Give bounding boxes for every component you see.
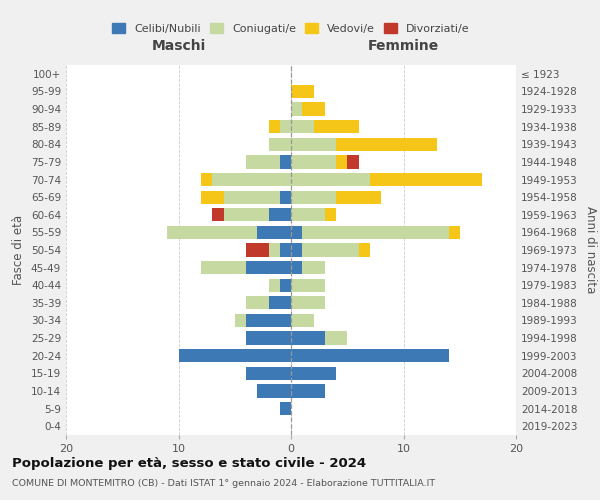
Bar	[257, 226, 291, 239]
Bar	[269, 278, 280, 292]
Bar	[246, 156, 280, 168]
Bar	[269, 120, 280, 134]
Text: Maschi: Maschi	[151, 38, 206, 52]
Y-axis label: Fasce di età: Fasce di età	[13, 215, 25, 285]
Bar	[280, 278, 291, 292]
Text: COMUNE DI MONTEMITRO (CB) - Dati ISTAT 1° gennaio 2024 - Elaborazione TUTTITALIA: COMUNE DI MONTEMITRO (CB) - Dati ISTAT 1…	[12, 479, 435, 488]
Bar	[291, 138, 336, 151]
Bar	[291, 120, 314, 134]
Bar	[291, 190, 336, 204]
Bar	[246, 261, 291, 274]
Bar	[167, 226, 257, 239]
Bar	[246, 244, 269, 256]
Bar	[302, 226, 449, 239]
Bar	[223, 190, 280, 204]
Bar	[280, 244, 291, 256]
Bar	[179, 349, 291, 362]
Bar	[212, 208, 223, 222]
Bar	[291, 156, 336, 168]
Bar	[201, 261, 246, 274]
Bar	[302, 102, 325, 116]
Bar	[370, 173, 482, 186]
Bar	[291, 261, 302, 274]
Bar	[269, 208, 291, 222]
Text: Popolazione per età, sesso e stato civile - 2024: Popolazione per età, sesso e stato civil…	[12, 458, 366, 470]
Bar	[291, 208, 325, 222]
Bar	[212, 173, 291, 186]
Bar	[280, 120, 291, 134]
Bar	[291, 314, 314, 327]
Bar	[291, 366, 336, 380]
Bar	[336, 156, 347, 168]
Bar	[336, 190, 381, 204]
Bar	[336, 138, 437, 151]
Bar	[280, 156, 291, 168]
Bar	[291, 384, 325, 398]
Bar	[269, 138, 291, 151]
Bar	[291, 244, 302, 256]
Bar	[291, 173, 370, 186]
Bar	[280, 402, 291, 415]
Bar	[347, 156, 359, 168]
Bar	[269, 296, 291, 310]
Bar	[291, 349, 449, 362]
Bar	[302, 261, 325, 274]
Legend: Celibi/Nubili, Coniugati/e, Vedovi/e, Divorziati/e: Celibi/Nubili, Coniugati/e, Vedovi/e, Di…	[108, 19, 474, 38]
Bar	[325, 208, 336, 222]
Bar	[325, 332, 347, 344]
Bar	[449, 226, 460, 239]
Bar	[235, 314, 246, 327]
Bar	[257, 384, 291, 398]
Bar	[246, 332, 291, 344]
Bar	[359, 244, 370, 256]
Bar	[246, 314, 291, 327]
Bar	[314, 120, 359, 134]
Bar	[280, 190, 291, 204]
Bar	[291, 332, 325, 344]
Bar	[291, 296, 325, 310]
Bar	[302, 244, 359, 256]
Bar	[246, 296, 269, 310]
Bar	[291, 85, 314, 98]
Bar	[291, 278, 325, 292]
Bar	[269, 244, 280, 256]
Bar	[246, 366, 291, 380]
Text: Femmine: Femmine	[368, 38, 439, 52]
Bar	[201, 190, 223, 204]
Bar	[291, 226, 302, 239]
Y-axis label: Anni di nascita: Anni di nascita	[584, 206, 597, 294]
Bar	[291, 102, 302, 116]
Bar	[223, 208, 269, 222]
Bar	[201, 173, 212, 186]
